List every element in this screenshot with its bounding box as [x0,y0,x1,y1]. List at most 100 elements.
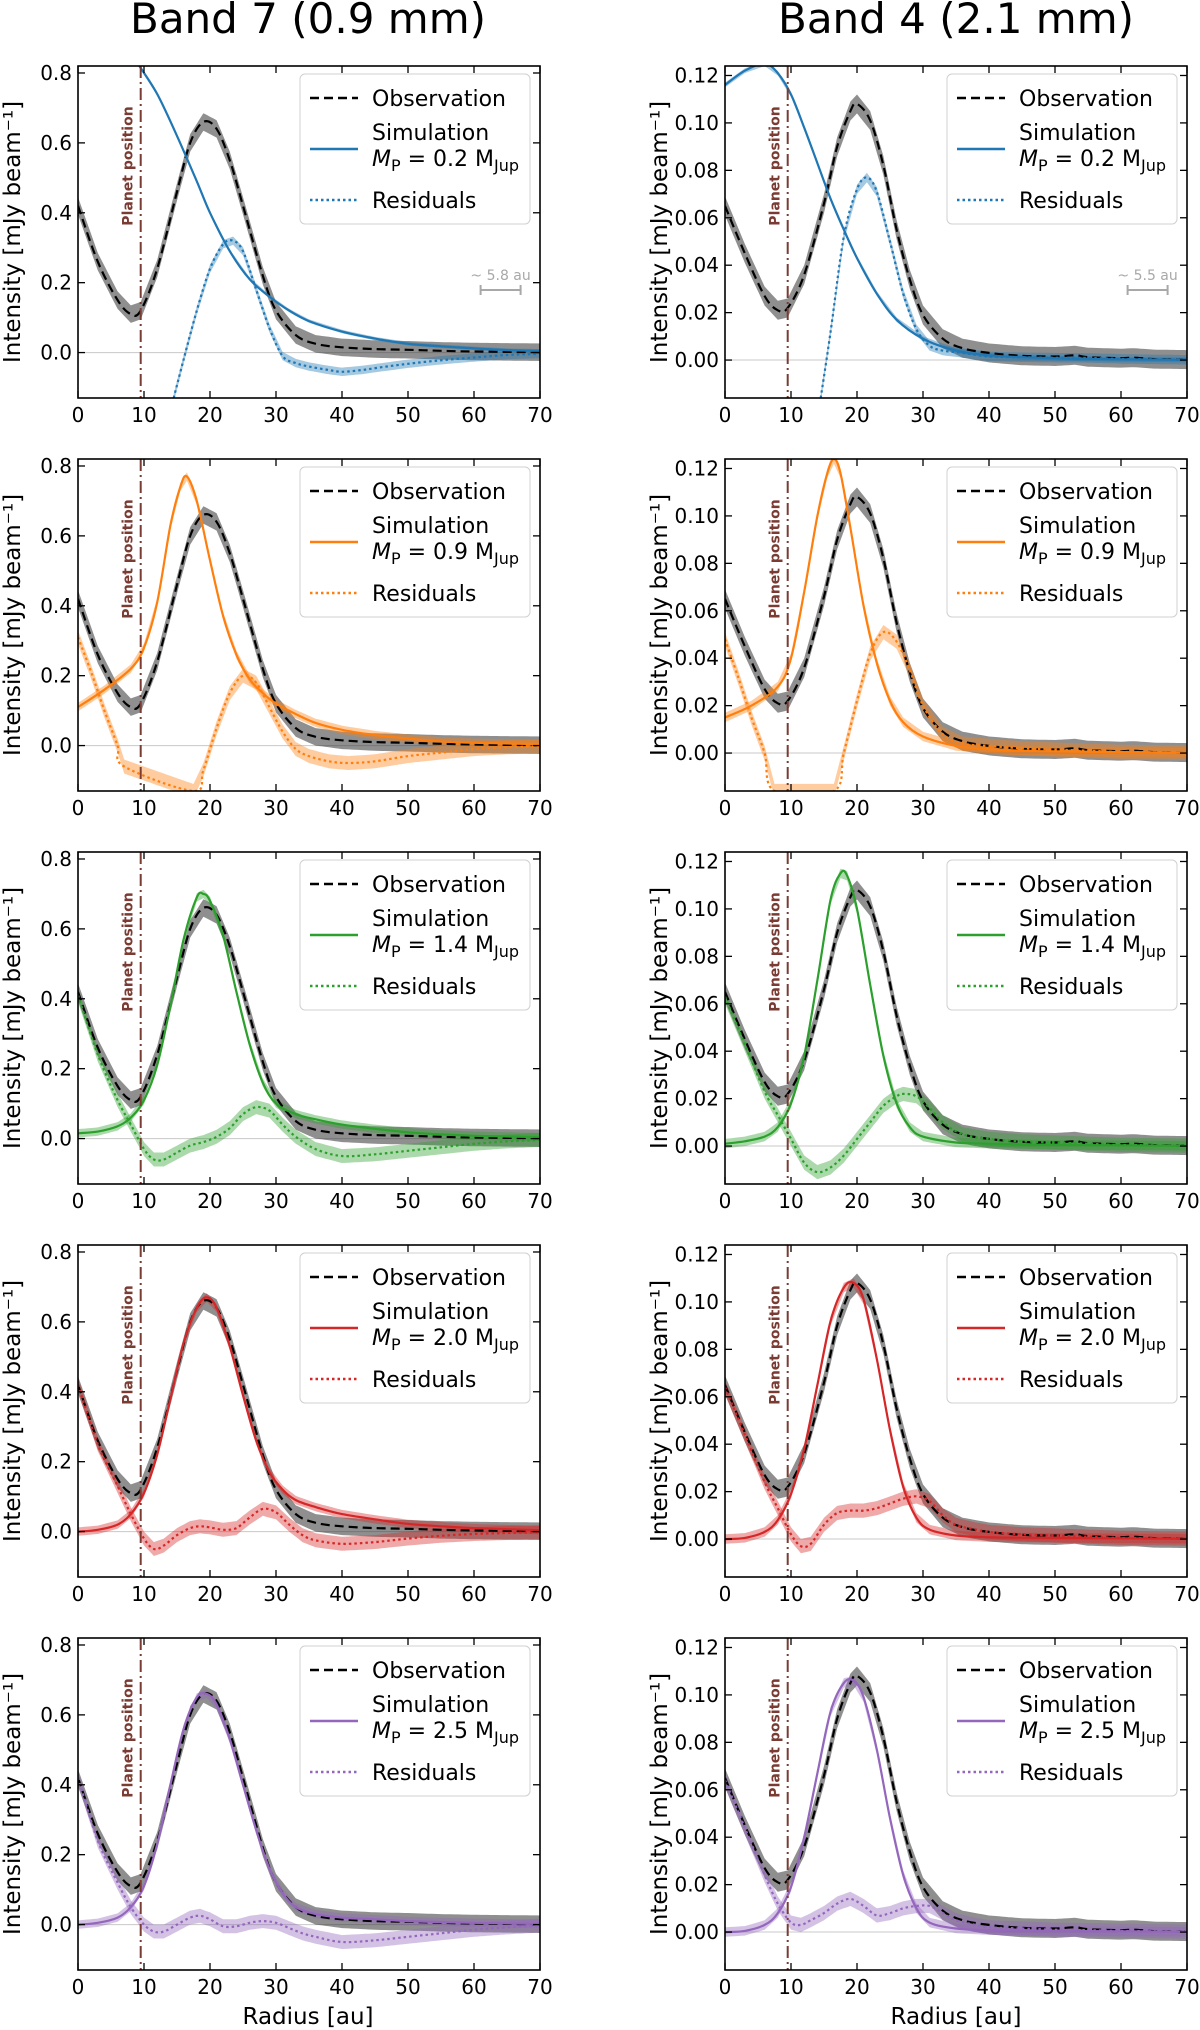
residuals-line [725,1779,1187,1933]
y-tick-label: 0.08 [674,551,719,575]
x-tick-label: 20 [197,796,222,820]
x-tick-label: 40 [976,1975,1001,1999]
band7-title: Band 7 (0.9 mm) [130,0,486,43]
legend-box [946,1645,1178,1797]
residuals-line [725,996,1187,1174]
axes-frame [77,851,541,1185]
mass-unit: M [1122,1326,1141,1351]
x-tick-label: 0 [72,1975,85,1999]
mass-unit-sub: Jup [493,1335,519,1354]
y-axis-label: Intensity [mJy beam⁻¹] [0,1280,26,1542]
x-tick-label: 20 [844,1189,869,1213]
observation-line [78,120,540,354]
legend-box [299,73,531,225]
plot-area [725,1273,1187,1554]
legend-observation-label: Observation [372,1266,506,1291]
x-tick-label: 30 [910,796,935,820]
legend-observation-label: Observation [1019,480,1153,505]
x-tick-label: 50 [1042,796,1067,820]
x-tick-label: 70 [1174,403,1199,427]
y-tick-label: 0.04 [674,1825,719,1849]
y-tick-label: 0.04 [674,1039,719,1063]
x-tick-label: 10 [778,1582,803,1606]
x-tick-label: 70 [527,796,552,820]
x-tick-label: 60 [1108,403,1133,427]
mass-symbol: M [372,540,391,565]
x-tick-label: 20 [844,403,869,427]
mass-symbol: M [1019,540,1038,565]
x-tick-label: 60 [461,1975,486,1999]
observation-line [78,1299,540,1533]
residuals-band [725,625,1187,791]
x-tick-label: 20 [197,1582,222,1606]
y-tick-label: 0.08 [674,1730,719,1754]
mass-sub: P [1038,1335,1048,1354]
legend-mass-label: MP = 2.0 MJup [1019,1326,1166,1354]
planet-position-label: Planet position [121,892,137,1011]
panel-4: Planet position 0 10 20 30 40 50 60 70 0.00 0.02 0.… [647,456,1200,820]
plot-area [725,66,1187,398]
mass-symbol: M [1019,1719,1038,1744]
plot-area [725,1666,1187,1942]
y-tick-label: 0.10 [674,504,719,528]
y-tick-label: 0.4 [40,987,72,1011]
planet-position-label: Planet position [121,499,137,618]
mass-unit: M [1122,147,1141,172]
x-tick-label: 10 [131,1975,156,1999]
x-tick-label: 30 [910,1582,935,1606]
y-tick-label: 0.12 [674,63,719,87]
y-tick-label: 0.06 [674,1385,719,1409]
x-tick-label: 30 [263,796,288,820]
legend-residuals-label: Residuals [372,1368,476,1393]
y-tick-label: 0.8 [40,1240,72,1264]
y-tick-label: 0.0 [40,1913,72,1937]
y-axis-label: Intensity [mJy beam⁻¹] [0,887,26,1149]
residuals-line [78,1384,540,1551]
residuals-band [78,988,540,1167]
planet-position-label: Planet position [768,892,784,1011]
x-tick-label: 0 [719,1582,732,1606]
legend-simulation-label: Simulation [1019,907,1136,932]
plot-area [725,459,1187,791]
x-tick-label: 20 [844,796,869,820]
x-tick-label: 70 [527,1582,552,1606]
y-tick-label: 0.02 [674,1087,719,1111]
x-tick-label: 30 [263,1582,288,1606]
y-tick-label: 0.08 [674,944,719,968]
simulation-line [725,869,1187,1147]
mass-sub: P [391,156,401,175]
y-tick-label: 0.02 [674,1480,719,1504]
y-tick-label: 0.06 [674,599,719,623]
x-tick-label: 60 [461,403,486,427]
y-tick-label: 0.04 [674,646,719,670]
axes-frame [724,458,1188,792]
y-axis-label: Intensity [mJy beam⁻¹] [0,101,26,363]
x-tick-label: 60 [1108,796,1133,820]
residuals-band [78,1770,540,1949]
x-tick-label: 20 [197,1189,222,1213]
y-tick-label: 0.00 [674,741,719,765]
y-tick-label: 0.12 [674,1242,719,1266]
y-tick-label: 0.08 [674,158,719,182]
x-tick-label: 10 [778,796,803,820]
mass-unit-sub: Jup [493,156,519,175]
residuals-line [78,994,540,1162]
residuals-line [725,1386,1187,1549]
y-axis-label: Intensity [mJy beam⁻¹] [0,494,26,756]
mass-value: = 0.2 [1048,147,1122,172]
x-tick-label: 0 [719,1189,732,1213]
x-tick-label: 40 [976,403,1001,427]
mass-sub: P [1038,156,1048,175]
x-tick-label: 40 [329,1582,354,1606]
y-tick-label: 0.6 [40,524,72,548]
legend-residuals-label: Residuals [1019,1368,1123,1393]
x-tick-label: 0 [72,1582,85,1606]
mass-symbol: M [1019,147,1038,172]
y-tick-label: 0.6 [40,917,72,941]
mass-value: = 0.9 [1048,540,1122,565]
simulation-line [78,891,540,1139]
x-tick-label: 60 [1108,1582,1133,1606]
legend-simulation-label: Simulation [1019,1300,1136,1325]
legend-residuals-label: Residuals [372,582,476,607]
